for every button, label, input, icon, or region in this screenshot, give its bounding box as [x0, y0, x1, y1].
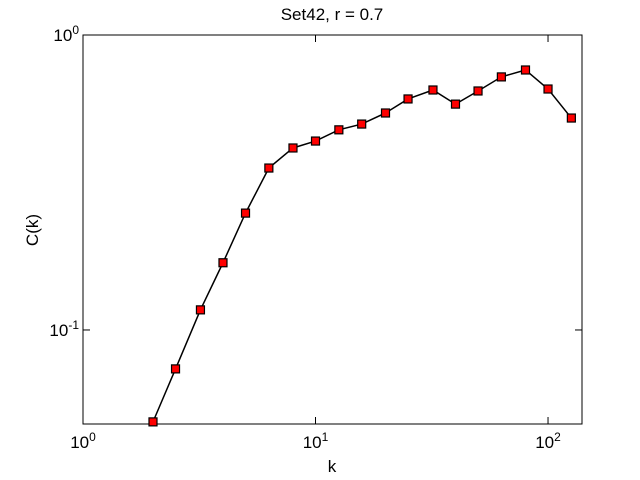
- marker: [450, 99, 461, 109]
- marker: [357, 119, 367, 129]
- x-tick-label: 100: [70, 430, 96, 452]
- marker: [288, 143, 298, 153]
- marker: [496, 72, 506, 82]
- marker: [240, 208, 251, 218]
- marker: [380, 108, 391, 118]
- y-axis-label: C(k): [23, 214, 42, 246]
- marker: [264, 163, 274, 173]
- marker: [473, 86, 483, 96]
- marker: [170, 364, 181, 374]
- marker: [310, 136, 321, 146]
- marker: [566, 113, 576, 123]
- y-tick-label: 100: [53, 23, 79, 45]
- plot-area: [82, 34, 583, 425]
- y-tick-label: 10-1: [49, 318, 79, 340]
- marker: [195, 305, 206, 315]
- marker: [428, 85, 438, 95]
- marker: [403, 94, 413, 104]
- x-tick-label: 101: [303, 430, 329, 452]
- marker: [334, 125, 344, 135]
- marker: [218, 258, 228, 268]
- chart-title: Set42, r = 0.7: [281, 5, 384, 24]
- marker: [148, 417, 158, 427]
- x-axis-label: k: [328, 457, 337, 476]
- x-tick-label: 102: [535, 430, 561, 452]
- marker: [543, 84, 553, 94]
- marker: [520, 65, 531, 75]
